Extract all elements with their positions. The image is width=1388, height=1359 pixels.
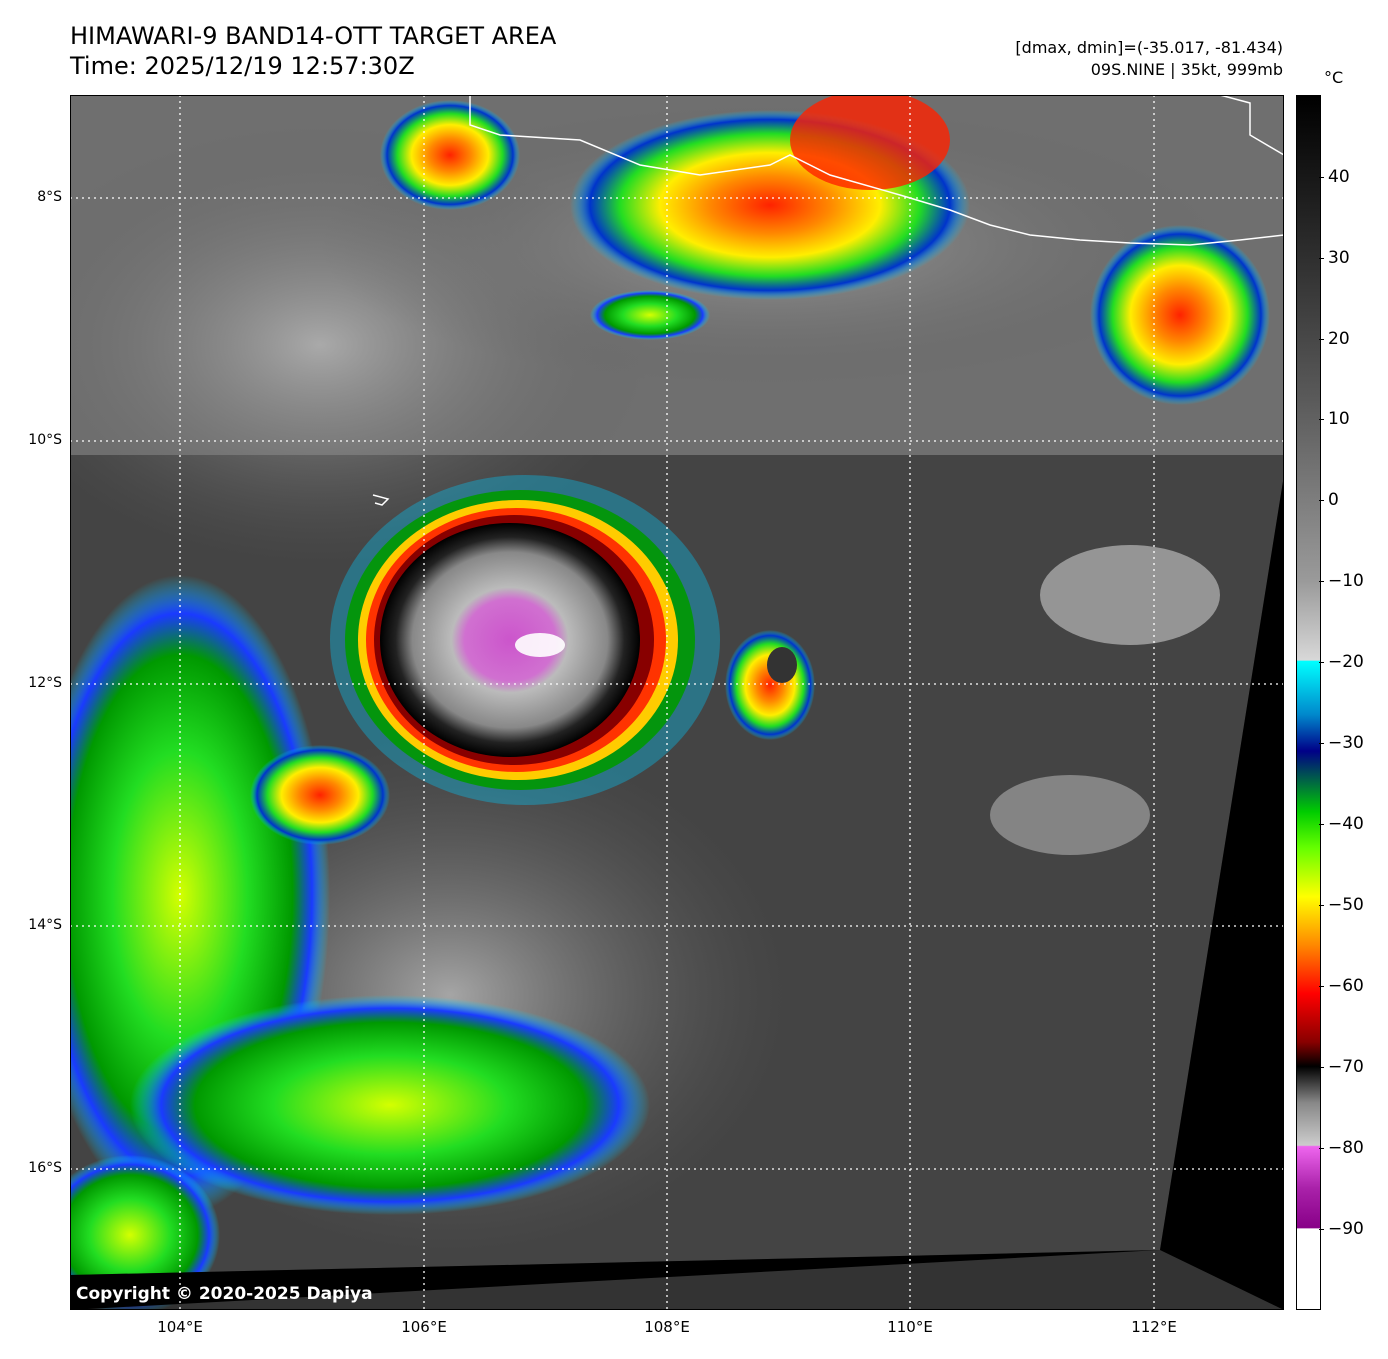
- copyright-notice: Copyright © 2020-2025 Dapiya: [76, 1284, 373, 1304]
- colorbar-tick: −60: [1328, 976, 1364, 996]
- lon-label: 112°E: [1131, 1318, 1177, 1336]
- cloud-patch: [1040, 545, 1220, 645]
- colorbar-unit: °C: [1324, 68, 1344, 87]
- colorbar-tick: −70: [1328, 1057, 1364, 1077]
- image-timestamp: Time: 2025/12/19 12:57:30Z: [70, 52, 415, 80]
- colorbar-tick: 0: [1328, 490, 1339, 510]
- colorbar-tick: −10: [1328, 571, 1364, 591]
- lon-label: 104°E: [157, 1318, 203, 1336]
- lat-label: 14°S: [28, 917, 62, 933]
- coldest-cloud-top: [515, 633, 565, 657]
- colorbar-tick: −80: [1328, 1138, 1364, 1158]
- satellite-map: [70, 95, 1284, 1310]
- graticule: [70, 95, 1284, 1310]
- lat-label: 8°S: [37, 189, 62, 205]
- cloud-patch: [990, 775, 1150, 855]
- lat-label: 10°S: [28, 432, 62, 448]
- colorbar-tick: 10: [1328, 409, 1350, 429]
- image-title: HIMAWARI-9 BAND14-OTT TARGET AREA: [70, 22, 557, 50]
- lat-label: 12°S: [28, 675, 62, 691]
- temperature-range: [dmax, dmin]=(-35.017, -81.434): [1015, 38, 1283, 57]
- convective-band-south: [130, 995, 650, 1215]
- colorbar-tick: −90: [1328, 1219, 1364, 1239]
- lon-label: 106°E: [401, 1318, 447, 1336]
- coastline: [469, 95, 1284, 246]
- colorbar-tick: 30: [1328, 248, 1350, 268]
- lon-label: 110°E: [887, 1318, 933, 1336]
- colorbar-tick: −30: [1328, 733, 1364, 753]
- lat-label: 16°S: [28, 1160, 62, 1176]
- satellite-imagery: [70, 95, 1284, 1310]
- colorbar-tick: −20: [1328, 652, 1364, 672]
- lon-label: 108°E: [644, 1318, 690, 1336]
- colorbar-tick: −40: [1328, 814, 1364, 834]
- colorbar-tick: 20: [1328, 329, 1350, 349]
- convective-cell-northeast: [1090, 225, 1270, 405]
- storm-info: 09S.NINE | 35kt, 999mb: [1090, 60, 1283, 79]
- colorbar-tick: −50: [1328, 895, 1364, 915]
- temperature-colorbar: [1296, 95, 1321, 1310]
- colorbar-tick: 40: [1328, 167, 1350, 187]
- cyclone-core: [380, 523, 640, 757]
